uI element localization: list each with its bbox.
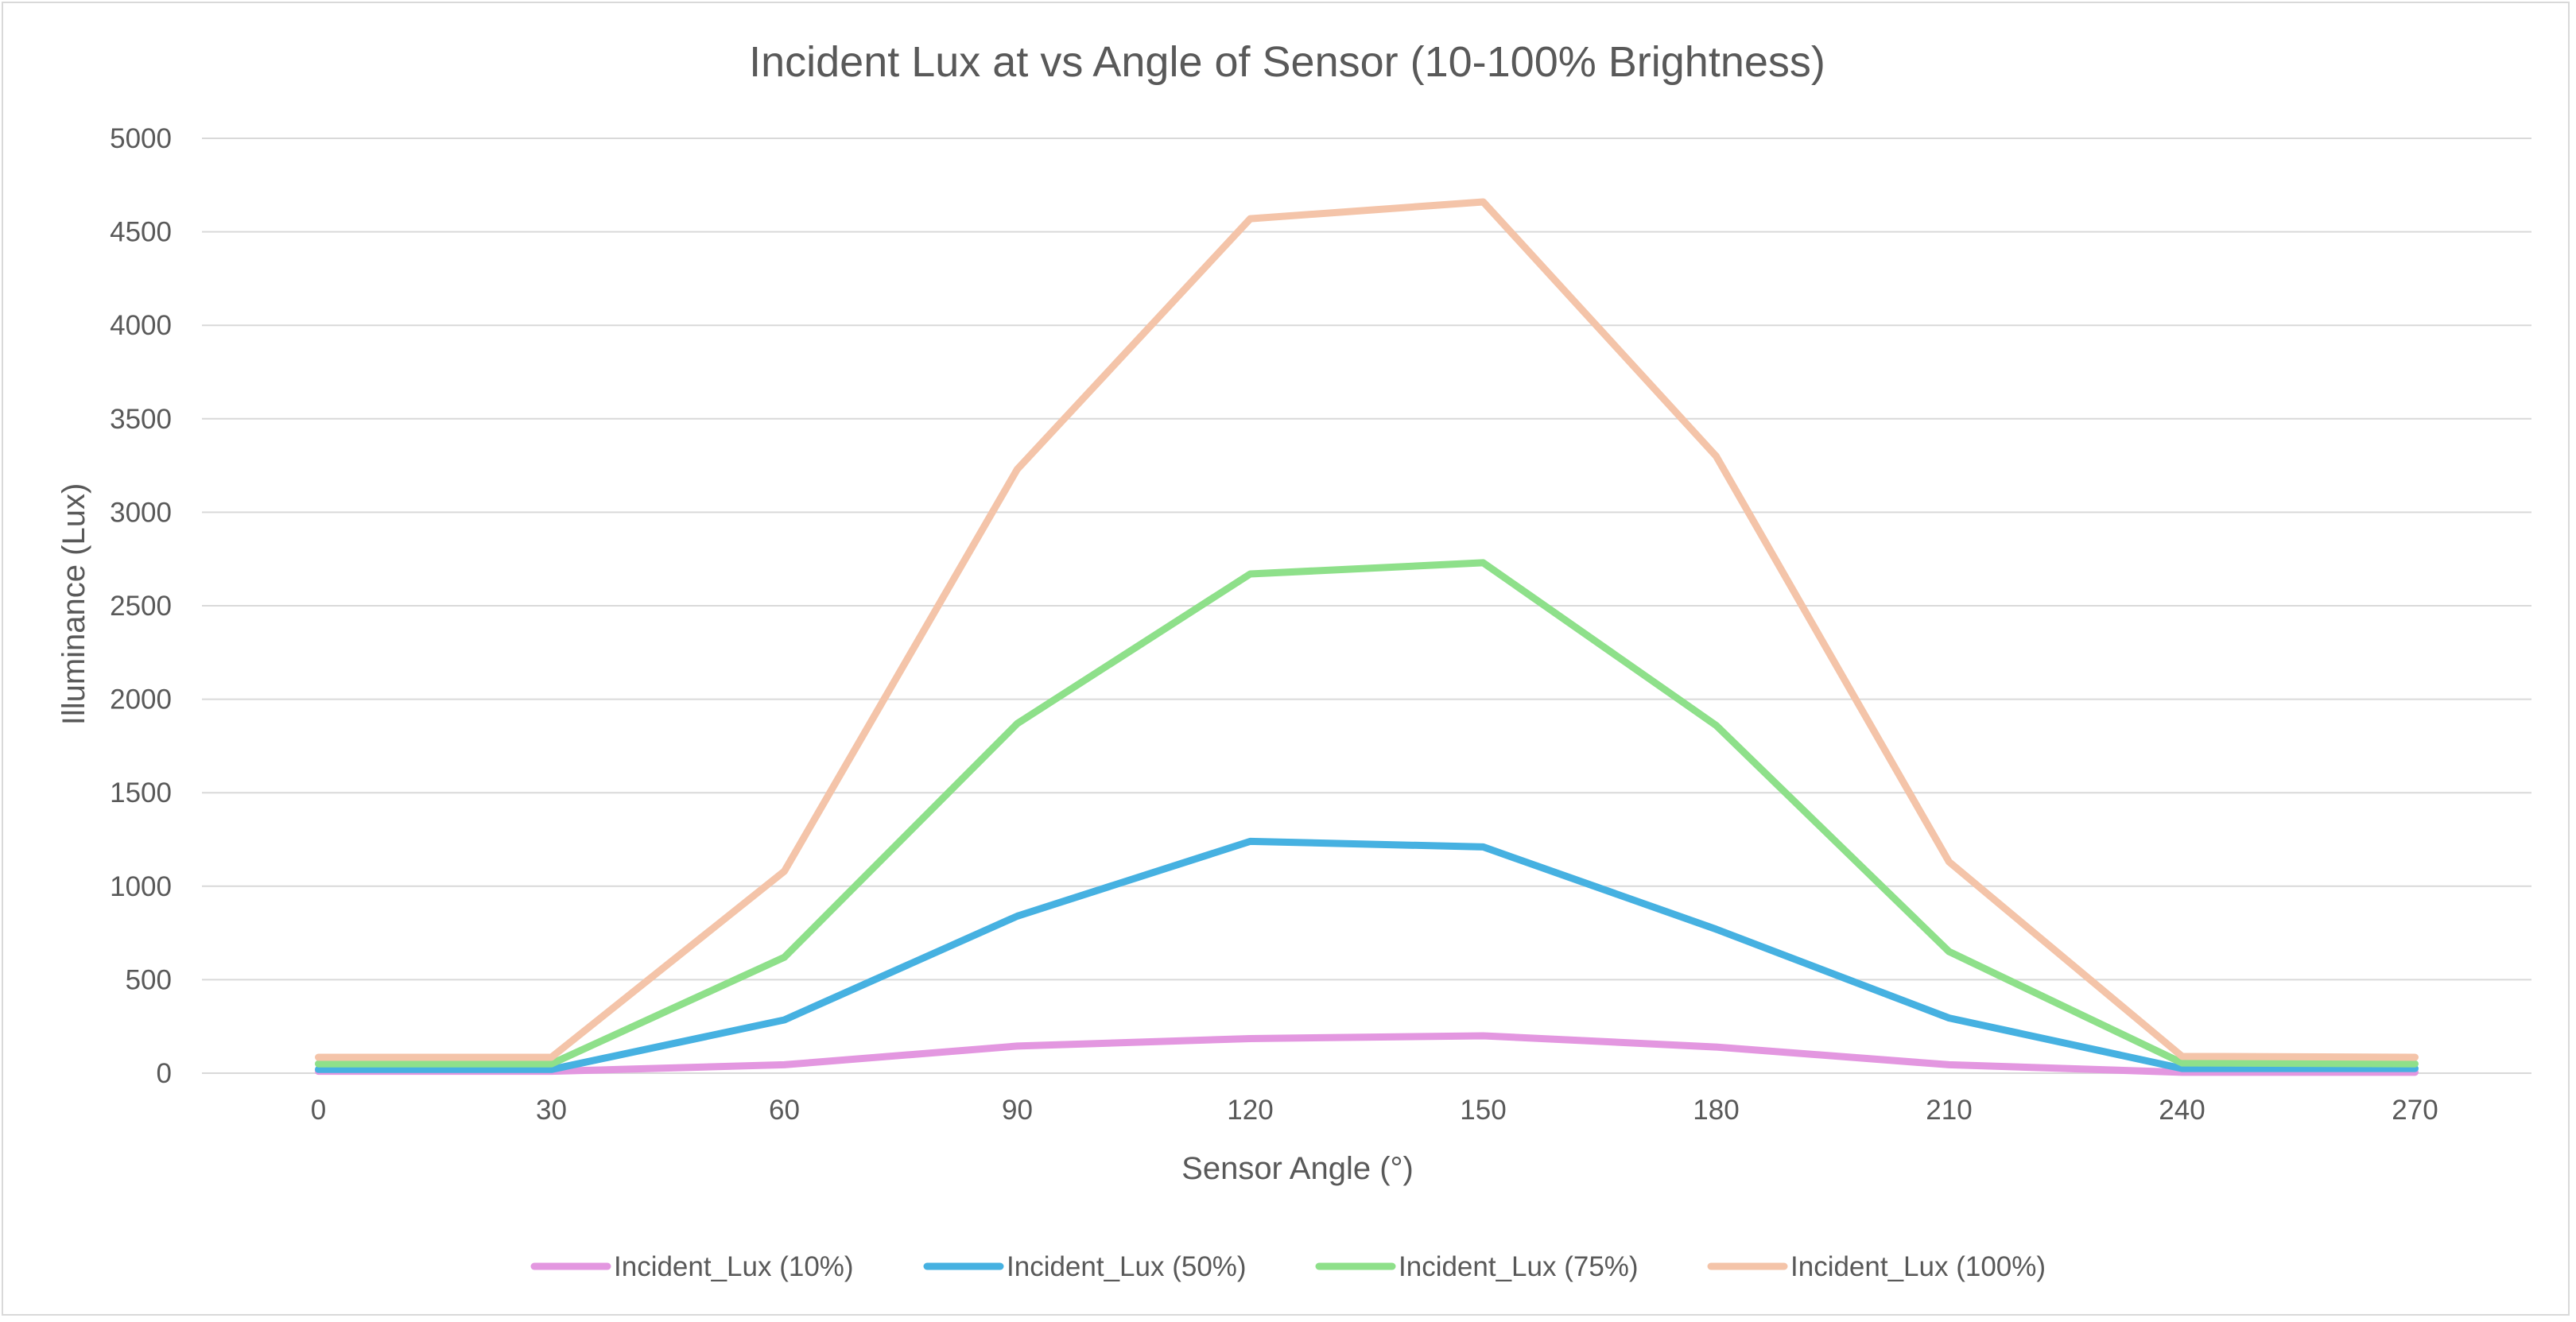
series-line [315, 198, 2419, 1061]
chart-title: Incident Lux at vs Angle of Sensor (10-1… [749, 38, 1825, 86]
legend-item: Incident_Lux (10%) [530, 1251, 854, 1282]
x-tick-label: 240 [2159, 1095, 2205, 1126]
legend-label: Incident_Lux (75%) [1399, 1251, 1639, 1282]
y-axis-title: Illuminance (Lux) [56, 483, 91, 726]
legend-label: Incident_Lux (10%) [614, 1251, 854, 1282]
data-point [784, 956, 785, 958]
data-point [1250, 1037, 1251, 1039]
series-line [315, 837, 2419, 1073]
y-tick-label: 3000 [110, 497, 172, 528]
legend-item: Incident_Lux (75%) [1315, 1251, 1639, 1282]
data-point [318, 1068, 319, 1070]
x-tick-label: 270 [2392, 1095, 2438, 1126]
data-point [1716, 1046, 1717, 1048]
data-point [784, 1019, 785, 1021]
x-axis-ticks: 0 30 60 90 120 150 180 210 240 270 [311, 1095, 2438, 1126]
y-tick-label: 3500 [110, 404, 172, 435]
x-axis-title: Sensor Angle (°) [1181, 1151, 1414, 1186]
gridlines [202, 138, 2531, 1074]
series-3 [315, 559, 2419, 1068]
data-point [1017, 468, 1018, 470]
data-point [784, 1064, 785, 1065]
y-tick-label: 1500 [110, 777, 172, 808]
x-tick-label: 0 [311, 1095, 326, 1126]
x-tick-label: 180 [1693, 1095, 1739, 1126]
legend-label: Incident_Lux (100%) [1790, 1251, 2046, 1282]
data-point [1250, 573, 1251, 575]
y-tick-label: 500 [126, 964, 172, 995]
legend-item: Incident_Lux (100%) [1707, 1251, 2046, 1282]
data-point [1483, 201, 1484, 203]
y-axis-ticks: 0 500 1000 1500 2000 2500 3000 3500 4000 4500 5000 [110, 123, 172, 1089]
y-tick-label: 4000 [110, 310, 172, 341]
data-point [1017, 915, 1018, 917]
series-lines [315, 198, 2419, 1076]
legend-label: Incident_Lux (50%) [1007, 1251, 1247, 1282]
series-4 [315, 198, 2419, 1061]
x-tick-label: 150 [1460, 1095, 1506, 1126]
y-tick-label: 4500 [110, 217, 172, 248]
x-tick-label: 210 [1926, 1095, 1972, 1126]
data-point [551, 1056, 552, 1058]
legend: Incident_Lux (10%) Incident_Lux (50%) Inci… [530, 1251, 2046, 1282]
series-line [315, 559, 2419, 1068]
x-tick-label: 30 [536, 1095, 567, 1126]
series-line [315, 1032, 2419, 1076]
data-point [1250, 840, 1251, 842]
data-point [1017, 723, 1018, 724]
data-point [784, 870, 785, 872]
data-point [318, 1056, 319, 1058]
series-2 [315, 837, 2419, 1073]
y-tick-label: 0 [157, 1058, 172, 1089]
x-tick-label: 90 [1002, 1095, 1033, 1126]
y-tick-label: 2500 [110, 591, 172, 622]
y-tick-label: 2000 [110, 684, 172, 715]
x-tick-label: 120 [1227, 1095, 1273, 1126]
y-tick-label: 5000 [110, 123, 172, 154]
legend-item: Incident_Lux (50%) [923, 1251, 1247, 1282]
data-point [1483, 562, 1484, 564]
line-chart: Incident Lux at vs Angle of Sensor (10-1… [56, 38, 2531, 1282]
y-tick-label: 1000 [110, 871, 172, 902]
data-point [551, 1068, 552, 1070]
data-point [1716, 725, 1717, 727]
data-point [1483, 1035, 1484, 1037]
x-tick-label: 60 [769, 1095, 800, 1126]
data-point [1017, 1045, 1018, 1047]
